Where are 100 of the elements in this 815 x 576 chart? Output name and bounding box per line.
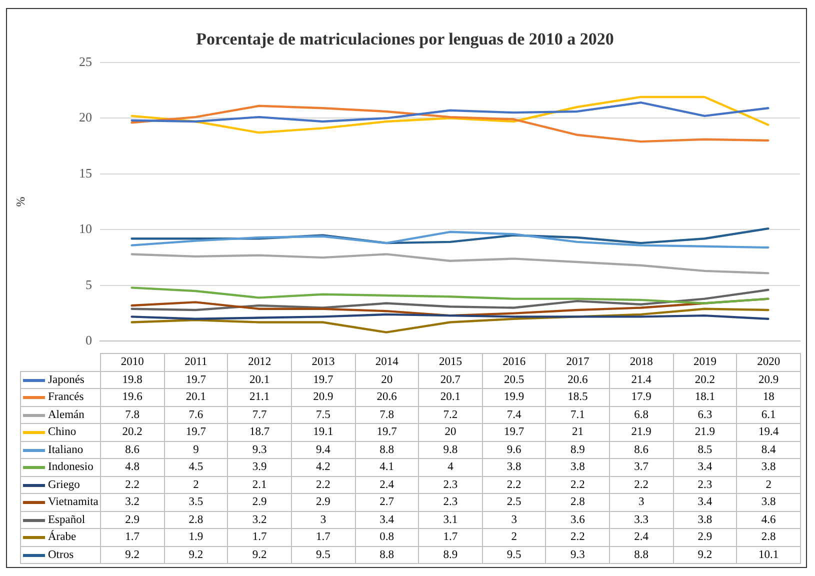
data-label: 8.4 [736, 441, 800, 458]
data-label: 20.7 [418, 371, 482, 388]
x-tick-label: 2011 [164, 354, 228, 371]
data-label: 18 [736, 388, 800, 406]
data-label: 3.9 [228, 458, 292, 476]
data-label: 2.9 [673, 528, 737, 546]
data-label: 3 [482, 511, 546, 528]
data-label: 18.7 [228, 424, 292, 441]
data-label: 9.3 [546, 546, 610, 564]
data-label: 3.1 [418, 511, 482, 528]
data-label: 7.8 [355, 406, 419, 424]
y-tick-label: 15 [79, 165, 92, 180]
x-tick-label: 2017 [546, 354, 610, 371]
data-label: 3 [291, 511, 355, 528]
data-label: 3.4 [673, 458, 737, 476]
data-label: 9.3 [228, 441, 292, 458]
data-label: 2.7 [355, 494, 419, 511]
data-label: 7.8 [100, 406, 164, 424]
data-label: 8.9 [418, 546, 482, 564]
data-label: 3.2 [100, 494, 164, 511]
y-tick-label: 0 [86, 332, 92, 348]
y-tick-label: 25 [79, 54, 92, 69]
data-label: 19.9 [482, 388, 546, 406]
data-label: 19.4 [736, 424, 800, 441]
data-label: 3.8 [673, 511, 737, 528]
data-label: 1.7 [100, 528, 164, 546]
data-label: 20.9 [736, 371, 800, 388]
data-label: 9.6 [482, 441, 546, 458]
y-tick-label: 10 [79, 221, 92, 236]
data-label: 19.6 [100, 388, 164, 406]
data-label: 20.5 [482, 371, 546, 388]
data-label: 20.1 [418, 388, 482, 406]
legend-label: Chino [20, 424, 100, 441]
data-label: 7.5 [291, 406, 355, 424]
data-label: 3.7 [610, 458, 674, 476]
data-label: 3.8 [546, 458, 610, 476]
data-label: 1.9 [164, 528, 228, 546]
legend-label: Árabe [20, 528, 100, 546]
data-label: 2 [164, 476, 228, 494]
legend-label: Indonesio [20, 458, 100, 476]
data-label: 19.7 [291, 371, 355, 388]
data-label: 3.8 [736, 494, 800, 511]
data-label: 19.1 [291, 424, 355, 441]
data-label: 8.6 [610, 441, 674, 458]
data-label: 2.9 [100, 511, 164, 528]
data-label: 20 [355, 371, 419, 388]
data-label: 3.2 [228, 511, 292, 528]
x-tick-label: 2019 [673, 354, 737, 371]
data-label: 4.5 [164, 458, 228, 476]
data-label: 7.4 [482, 406, 546, 424]
data-label: 8.8 [355, 546, 419, 564]
data-label: 6.8 [610, 406, 674, 424]
legend-label: Japonés [20, 371, 100, 388]
data-label: 3.4 [673, 494, 737, 511]
data-label: 4 [418, 458, 482, 476]
data-label: 2.2 [291, 476, 355, 494]
data-label: 21 [546, 424, 610, 441]
data-label: 3 [610, 494, 674, 511]
data-label: 20.6 [355, 388, 419, 406]
data-label: 19.7 [355, 424, 419, 441]
data-label: 20.2 [673, 371, 737, 388]
data-label: 7.7 [228, 406, 292, 424]
data-label: 3.6 [546, 511, 610, 528]
x-tick-label: 2015 [418, 354, 482, 371]
data-label: 2.2 [610, 476, 674, 494]
data-label: 2.2 [100, 476, 164, 494]
data-label: 17.9 [610, 388, 674, 406]
legend-label: Francés [20, 388, 100, 406]
data-label: 6.3 [673, 406, 737, 424]
data-label: 3.8 [736, 458, 800, 476]
data-label: 9.2 [164, 546, 228, 564]
legend-label: Italiano [20, 441, 100, 458]
data-label: 4.6 [736, 511, 800, 528]
data-label: 18.1 [673, 388, 737, 406]
data-label: 2.1 [228, 476, 292, 494]
data-label: 3.5 [164, 494, 228, 511]
data-label: 2.8 [164, 511, 228, 528]
data-label: 2.2 [546, 476, 610, 494]
data-label: 2.4 [355, 476, 419, 494]
data-label: 4.8 [100, 458, 164, 476]
legend-label: Vietnamita [20, 494, 100, 511]
data-label: 3.4 [355, 511, 419, 528]
data-label: 20.1 [164, 388, 228, 406]
x-tick-label: 2013 [291, 354, 355, 371]
x-tick-label: 2016 [482, 354, 546, 371]
data-label: 21.9 [673, 424, 737, 441]
data-label: 10.1 [736, 546, 800, 564]
data-label: 2.3 [418, 494, 482, 511]
data-label: 7.6 [164, 406, 228, 424]
data-label: 8.6 [100, 441, 164, 458]
y-axis-title: % [13, 196, 28, 207]
data-label: 7.1 [546, 406, 610, 424]
data-label: 8.5 [673, 441, 737, 458]
data-label: 1.7 [228, 528, 292, 546]
data-label: 0.8 [355, 528, 419, 546]
data-label: 2 [736, 476, 800, 494]
data-label: 8.8 [355, 441, 419, 458]
data-label: 9.5 [482, 546, 546, 564]
data-label: 2.5 [482, 494, 546, 511]
data-label: 21.4 [610, 371, 674, 388]
